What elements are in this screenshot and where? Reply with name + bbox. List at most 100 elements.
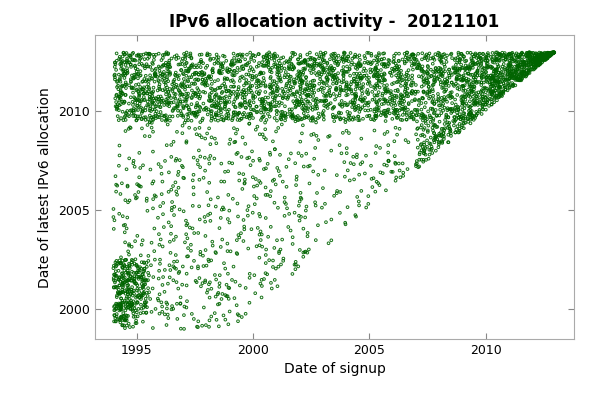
Point [499, 52, 509, 58]
Point [116, 87, 126, 94]
Point [380, 108, 390, 114]
Point [150, 225, 159, 232]
Point [201, 82, 210, 89]
Point [184, 69, 193, 75]
Point [143, 51, 152, 57]
Point [433, 52, 442, 58]
Point [137, 259, 146, 265]
Point [237, 88, 247, 95]
Point [431, 135, 440, 141]
Point [343, 112, 353, 118]
Point [487, 75, 496, 81]
Point [132, 293, 141, 299]
Point [126, 94, 136, 100]
Point [146, 262, 156, 268]
Point [165, 86, 175, 92]
Point [462, 80, 472, 86]
Point [205, 160, 214, 167]
Point [498, 80, 508, 86]
Point [456, 61, 466, 68]
Point [404, 101, 413, 107]
Point [517, 75, 526, 81]
Point [164, 219, 173, 225]
Point [537, 50, 546, 57]
Point [225, 95, 234, 101]
Point [520, 69, 529, 75]
Point [481, 101, 491, 108]
Point [469, 97, 479, 103]
Point [494, 52, 504, 58]
Point [117, 281, 127, 288]
Point [513, 63, 522, 69]
Point [307, 55, 317, 61]
Point [449, 118, 458, 124]
Point [121, 316, 130, 323]
Point [114, 163, 124, 169]
Point [422, 143, 432, 150]
Point [497, 74, 506, 81]
Point [410, 61, 420, 68]
Point [546, 50, 555, 57]
Point [469, 83, 479, 89]
Point [481, 85, 490, 92]
Point [501, 69, 510, 75]
Point [538, 55, 548, 61]
Point [112, 311, 121, 317]
Point [371, 111, 381, 117]
Point [488, 66, 498, 72]
Point [363, 100, 372, 106]
Point [486, 72, 496, 79]
Point [307, 132, 316, 138]
Point [305, 55, 315, 61]
Point [133, 263, 142, 269]
Point [178, 61, 187, 67]
Point [195, 105, 205, 111]
Point [255, 60, 264, 66]
Point [415, 62, 424, 69]
Point [233, 251, 242, 257]
Point [454, 114, 464, 121]
Point [471, 71, 480, 77]
Point [263, 59, 273, 66]
Point [132, 52, 141, 59]
Point [424, 87, 434, 93]
Point [185, 83, 194, 89]
Point [214, 98, 223, 104]
Point [505, 75, 514, 82]
Point [143, 56, 153, 62]
Point [417, 156, 426, 163]
Point [121, 62, 130, 68]
Point [466, 87, 476, 94]
Point [334, 58, 344, 65]
Point [335, 90, 345, 96]
Point [355, 75, 365, 82]
Point [172, 188, 181, 195]
Point [211, 111, 221, 117]
Point [124, 299, 133, 306]
Point [349, 71, 359, 77]
Point [135, 98, 144, 104]
Point [172, 279, 181, 285]
Point [461, 113, 470, 120]
Point [497, 78, 507, 84]
Point [448, 55, 457, 61]
Point [424, 79, 433, 85]
Point [359, 68, 368, 74]
Point [295, 83, 305, 89]
Point [269, 103, 279, 110]
Point [339, 49, 349, 56]
Point [243, 101, 253, 107]
Point [236, 58, 245, 64]
Point [215, 70, 225, 76]
Point [492, 57, 501, 63]
Point [372, 100, 382, 107]
Point [444, 70, 453, 76]
Point [545, 50, 555, 56]
Point [320, 167, 329, 174]
Point [187, 264, 197, 271]
Point [352, 71, 361, 77]
Point [285, 66, 294, 72]
Point [391, 50, 401, 57]
Point [263, 95, 273, 101]
Point [292, 97, 301, 103]
